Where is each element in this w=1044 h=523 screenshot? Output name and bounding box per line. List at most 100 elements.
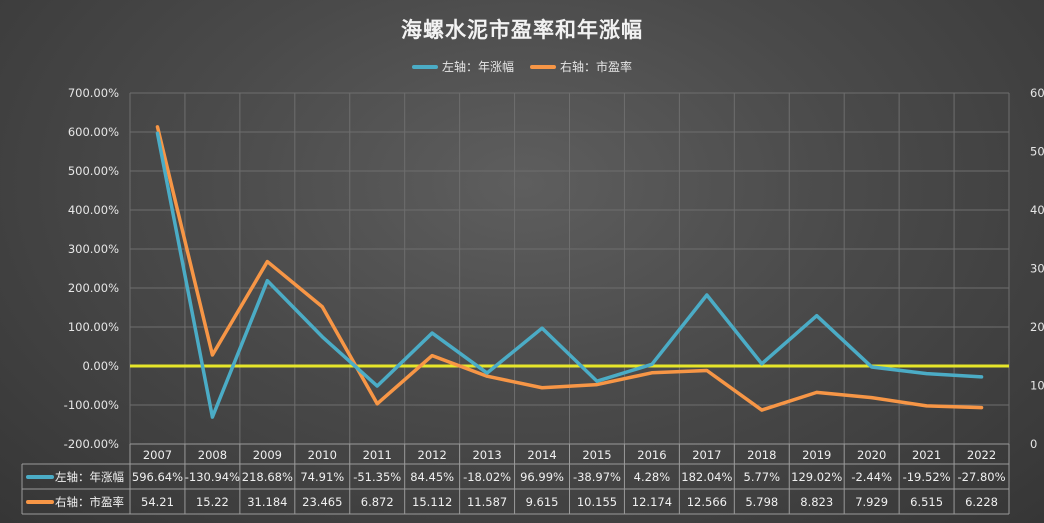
series-line-pe-ratio — [155, 125, 984, 412]
table-cell-pe-ratio: 11.587 — [467, 495, 507, 509]
category-label: 2017 — [692, 448, 721, 462]
category-label: 2016 — [637, 448, 666, 462]
data-point-annual-change — [430, 331, 434, 335]
table-row-header-annual-change: 左轴：年涨幅 — [55, 470, 124, 484]
table-cell-annual-change: -19.52% — [903, 470, 951, 484]
chart-title: 海螺水泥市盈率和年涨幅 — [401, 18, 643, 42]
series-line-annual-change — [155, 131, 984, 419]
table-cell-annual-change: -130.94% — [185, 470, 240, 484]
category-label: 2012 — [418, 448, 447, 462]
right-axis-tick-label: 10 — [1030, 379, 1044, 393]
table-cell-pe-ratio: 12.174 — [632, 495, 672, 509]
category-label: 2021 — [912, 448, 941, 462]
table-cell-pe-ratio: 31.184 — [247, 495, 287, 509]
table-cell-annual-change: -38.97% — [573, 470, 621, 484]
right-axis-tick-label: 40 — [1030, 203, 1044, 217]
data-point-pe-ratio — [650, 371, 654, 375]
table-cell-annual-change: 182.04% — [681, 470, 732, 484]
data-point-pe-ratio — [265, 260, 269, 264]
left-axis-tick-label: 400.00% — [68, 203, 119, 217]
left-axis-tick-label: 300.00% — [68, 242, 119, 256]
category-label: 2013 — [472, 448, 501, 462]
left-axis-tick-label: 0.00% — [82, 359, 119, 373]
data-point-annual-change — [705, 293, 709, 297]
data-point-annual-change — [595, 379, 599, 383]
data-point-annual-change — [320, 335, 324, 339]
data-point-annual-change — [815, 314, 819, 318]
table-cell-annual-change: 129.02% — [791, 470, 842, 484]
table-cell-annual-change: 4.28% — [634, 470, 671, 484]
left-axis-tick-label: 100.00% — [68, 320, 119, 334]
left-axis-tick-label: -100.00% — [64, 398, 119, 412]
data-point-pe-ratio — [210, 353, 214, 357]
data-point-annual-change — [155, 131, 159, 135]
table-cell-pe-ratio: 6.872 — [361, 495, 394, 509]
table-cell-pe-ratio: 10.155 — [577, 495, 617, 509]
left-axis-tick-label: -200.00% — [64, 437, 119, 451]
table-cell-annual-change: 74.91% — [300, 470, 344, 484]
data-point-pe-ratio — [925, 404, 929, 408]
data-point-pe-ratio — [980, 406, 984, 410]
right-axis-tick-label: 60 — [1030, 86, 1044, 100]
category-label: 2008 — [198, 448, 227, 462]
legend-item-right-series: 右轴：市盈率 — [530, 58, 632, 75]
category-label: 2010 — [308, 448, 337, 462]
data-point-annual-change — [925, 372, 929, 376]
right-axis-tick-label: 30 — [1030, 262, 1044, 276]
legend-swatch-right-series — [530, 64, 556, 69]
table-row-header-pe-ratio: 右轴：市盈率 — [55, 495, 124, 509]
left-axis-tick-label: 200.00% — [68, 281, 119, 295]
table-cell-pe-ratio: 5.798 — [745, 495, 778, 509]
data-point-annual-change — [265, 279, 269, 283]
category-label: 2019 — [802, 448, 831, 462]
left-axis-tick-label: 700.00% — [68, 86, 119, 100]
data-point-annual-change — [375, 384, 379, 388]
right-axis-tick-label: 20 — [1030, 320, 1044, 334]
data-point-annual-change — [650, 362, 654, 366]
table-cell-annual-change: 5.77% — [744, 470, 781, 484]
category-label: 2009 — [253, 448, 282, 462]
table-cell-annual-change: -27.80% — [958, 470, 1006, 484]
table-cell-pe-ratio: 15.112 — [412, 495, 452, 509]
category-label: 2011 — [363, 448, 392, 462]
table-cell-pe-ratio: 8.823 — [800, 495, 833, 509]
data-point-pe-ratio — [595, 383, 599, 387]
data-point-pe-ratio — [870, 396, 874, 400]
table-cell-annual-change: 84.45% — [410, 470, 454, 484]
data-point-annual-change — [210, 415, 214, 419]
data-point-pe-ratio — [705, 368, 709, 372]
legend-label-left-series: 左轴：年涨幅 — [441, 60, 514, 74]
data-point-pe-ratio — [485, 374, 489, 378]
category-label: 2018 — [747, 448, 776, 462]
table-cell-pe-ratio: 15.22 — [196, 495, 229, 509]
legend: 左轴：年涨幅 右轴：市盈率 — [0, 58, 1044, 75]
category-label: 2014 — [527, 448, 556, 462]
right-axis-tick-label: 50 — [1030, 145, 1044, 159]
legend-label-right-series: 右轴：市盈率 — [560, 60, 633, 74]
table-cell-pe-ratio: 7.929 — [855, 495, 888, 509]
data-point-pe-ratio — [760, 408, 764, 412]
left-axis-tick-label: 600.00% — [68, 125, 119, 139]
table-cell-annual-change: 596.64% — [132, 470, 183, 484]
table-cell-pe-ratio: 9.615 — [526, 495, 559, 509]
table-cell-pe-ratio: 6.515 — [910, 495, 943, 509]
category-label: 2007 — [143, 448, 172, 462]
data-point-pe-ratio — [155, 125, 159, 129]
data-point-annual-change — [760, 362, 764, 366]
table-cell-annual-change: 218.68% — [242, 470, 293, 484]
data-point-pe-ratio — [815, 390, 819, 394]
data-point-annual-change — [870, 365, 874, 369]
data-point-pe-ratio — [320, 305, 324, 309]
table-cell-annual-change: -51.35% — [353, 470, 401, 484]
data-point-annual-change — [485, 371, 489, 375]
category-label: 2020 — [857, 448, 886, 462]
table-cell-pe-ratio: 23.465 — [302, 495, 342, 509]
data-point-annual-change — [980, 375, 984, 379]
category-label: 2022 — [967, 448, 996, 462]
legend-swatch-left-series — [411, 64, 438, 69]
right-axis-tick-label: 0 — [1030, 437, 1037, 451]
data-point-pe-ratio — [540, 386, 544, 390]
left-axis-tick-label: 500.00% — [68, 164, 119, 178]
data-point-pe-ratio — [430, 354, 434, 358]
